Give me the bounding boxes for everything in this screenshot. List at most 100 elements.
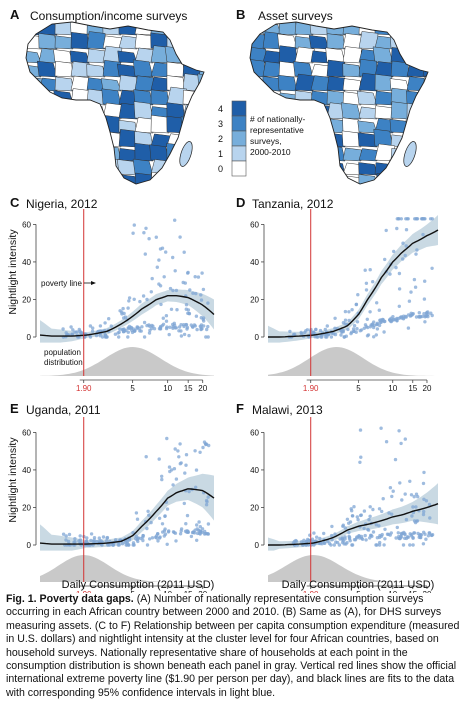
data-point — [164, 319, 169, 323]
country-region — [118, 174, 138, 184]
data-point — [399, 534, 403, 539]
data-point — [113, 538, 118, 542]
data-point — [191, 291, 195, 295]
data-point — [170, 468, 174, 472]
data-point — [422, 297, 427, 301]
data-point — [315, 335, 319, 339]
data-point — [121, 306, 125, 311]
country-region — [358, 162, 378, 176]
fit-line — [268, 503, 439, 546]
data-point — [204, 335, 208, 339]
data-point — [160, 522, 165, 526]
data-point — [131, 543, 135, 547]
country-region — [372, 46, 394, 64]
data-point — [164, 250, 168, 254]
panel-letter-a: A — [10, 7, 20, 22]
data-point — [339, 333, 343, 337]
data-point — [288, 329, 292, 334]
country-region — [198, 134, 204, 148]
country-region — [342, 147, 362, 162]
data-point — [147, 331, 152, 335]
data-point — [363, 533, 367, 538]
data-point — [397, 217, 401, 221]
data-point — [325, 324, 329, 328]
data-point — [157, 516, 162, 520]
data-point — [156, 532, 160, 536]
data-point — [138, 299, 142, 304]
data-point — [178, 442, 182, 446]
country-region — [132, 158, 154, 176]
data-point — [377, 524, 381, 528]
data-point — [337, 543, 342, 547]
data-point — [199, 298, 204, 302]
panel-letter-d: D — [236, 195, 245, 210]
country-region — [182, 36, 202, 50]
country-region — [134, 117, 155, 134]
data-point — [160, 324, 164, 328]
country-region — [422, 129, 428, 148]
data-point — [371, 530, 376, 534]
country-region — [86, 48, 106, 64]
data-point — [401, 543, 406, 547]
data-point — [382, 330, 386, 334]
legend-color-scale — [231, 100, 247, 177]
madagascar-region — [179, 141, 193, 167]
country-region — [101, 145, 122, 162]
data-point — [132, 297, 136, 301]
data-point — [323, 327, 327, 332]
data-point — [145, 297, 149, 302]
data-point — [204, 503, 209, 507]
legend-tick-1: 1 — [218, 149, 223, 159]
data-point — [103, 333, 108, 337]
data-point — [396, 531, 400, 535]
country-region — [342, 63, 362, 78]
data-point — [395, 226, 399, 231]
data-point — [395, 318, 399, 323]
data-point — [171, 288, 175, 293]
data-point — [186, 271, 190, 275]
country-region — [26, 34, 42, 50]
data-point — [167, 465, 172, 469]
data-point — [381, 497, 385, 501]
data-point — [194, 468, 199, 472]
y-tick-label: 60 — [22, 220, 31, 229]
country-region — [390, 47, 410, 64]
country-region — [310, 90, 330, 106]
data-point — [122, 327, 126, 331]
country-region — [310, 115, 331, 134]
data-point — [132, 223, 136, 227]
data-point — [330, 524, 334, 529]
data-point — [355, 320, 360, 324]
data-point — [149, 290, 153, 294]
country-region — [294, 133, 315, 148]
data-point — [406, 313, 411, 317]
country-region — [250, 32, 266, 50]
data-point — [174, 477, 179, 481]
data-point — [343, 318, 348, 322]
data-point — [356, 518, 360, 522]
data-point — [365, 317, 369, 321]
data-point — [383, 257, 387, 262]
data-point — [146, 509, 150, 513]
data-point — [421, 512, 426, 517]
country-region — [86, 157, 106, 176]
country-region — [308, 35, 330, 50]
country-region — [342, 91, 362, 106]
data-point — [182, 250, 186, 254]
country-region — [278, 174, 298, 184]
data-point — [371, 280, 375, 284]
data-point — [185, 529, 189, 533]
data-point — [369, 533, 373, 538]
data-point — [152, 327, 157, 331]
data-point — [411, 505, 415, 509]
country-region — [325, 47, 346, 64]
country-region — [262, 172, 283, 184]
data-point — [384, 228, 388, 233]
data-point — [198, 525, 202, 529]
y-tick-label: 20 — [22, 295, 31, 304]
data-point — [120, 542, 125, 546]
data-point — [173, 218, 177, 222]
data-point — [147, 237, 151, 241]
country-region — [278, 61, 298, 78]
data-point — [129, 325, 133, 330]
